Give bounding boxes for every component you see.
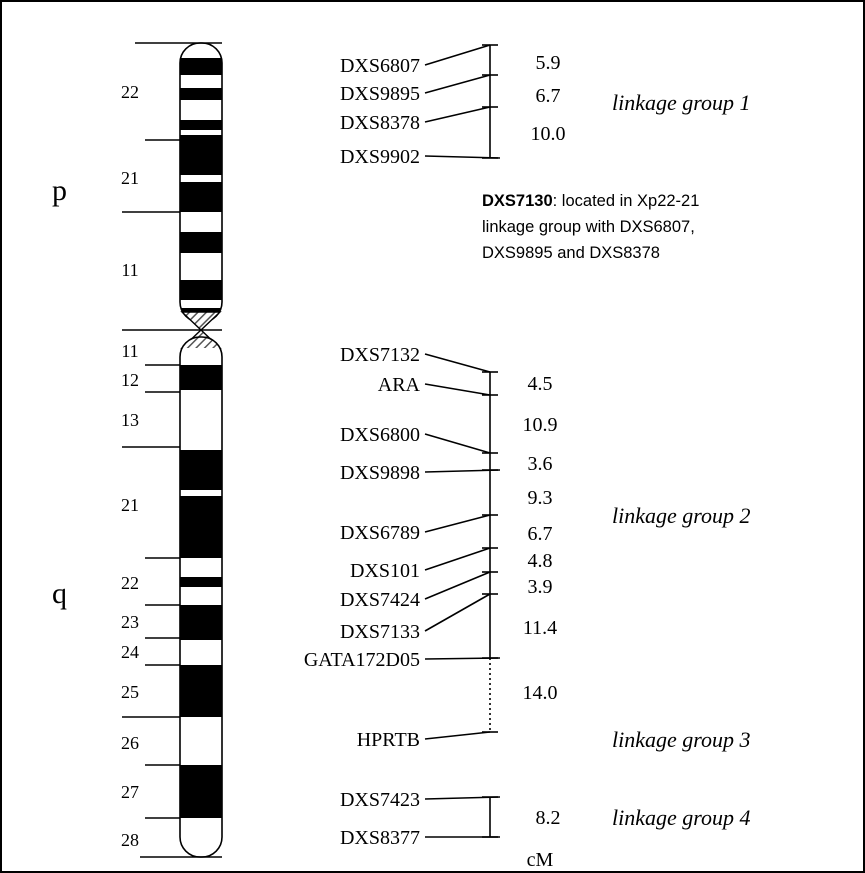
linkage-group-label: linkage group 4 [612,805,751,830]
band-label: 22 [121,573,139,593]
marker-label: DXS9895 [340,83,420,105]
dark-band [180,765,222,818]
band-label: 21 [121,168,139,188]
dark-band [180,450,222,490]
dark-band [180,120,222,130]
distance-label: 6.7 [528,523,553,545]
band-label: 21 [121,495,139,515]
dark-band [180,577,222,587]
marker-label: DXS7133 [340,621,420,643]
marker-label: DXS9898 [340,462,420,484]
distance-label: 10.0 [531,123,566,145]
note-marker: DXS7130 [482,192,553,210]
band-label: 23 [121,612,139,632]
arm-label: q [52,577,67,610]
band-label: 24 [121,642,139,662]
distance-label: 14.0 [523,682,558,704]
dark-band [180,232,222,253]
band-label: 11 [121,260,138,280]
band-label: 11 [121,341,138,361]
distance-label: 3.9 [528,576,553,598]
dark-band [180,182,222,212]
dark-band [180,496,222,558]
dark-band [180,605,222,640]
marker-label: DXS8378 [340,112,420,134]
marker-label: DXS6807 [340,55,420,77]
distance-label: 4.8 [528,550,553,572]
linkage-group-label: linkage group 2 [612,503,751,528]
marker-label: DXS6800 [340,424,420,446]
marker-label: DXS101 [350,560,420,582]
band-label: 26 [121,733,139,753]
p-bands [180,58,222,322]
distance-label: 6.7 [536,85,561,107]
marker-label: DXS6789 [340,522,420,544]
diagram: p q 22 21 11 11 12 13 21 22 23 24 25 26 27 28 DXS6807 DXS… [0,0,865,873]
chromosome [180,43,222,857]
dark-band [180,665,222,717]
linkage-group-label: linkage group 1 [612,90,751,115]
marker-label: DXS8377 [340,827,420,849]
marker-label: DXS7423 [340,789,420,811]
dark-band [180,88,222,100]
distance-label: 9.3 [528,487,553,509]
note-text: : located in Xp22-21 [553,192,700,210]
distance-label: 3.6 [528,453,553,475]
band-label: 25 [121,682,139,702]
unit-label: cM [527,849,554,871]
band-label: 12 [121,370,139,390]
marker-label: DXS9902 [340,146,420,168]
dark-band [180,58,222,75]
distance-label: 11.4 [523,617,557,639]
arm-label: p [52,174,67,207]
distance-label: 8.2 [536,807,561,829]
marker-label: HPRTB [357,729,420,751]
marker-label: DXS7424 [340,589,420,611]
note-line-2: linkage group with DXS6807, [482,218,695,236]
note-line-3: DXS9895 and DXS8378 [482,244,660,262]
dark-band [180,365,222,390]
band-label: 27 [121,782,139,802]
band-label: 13 [121,410,139,430]
dark-band [180,280,222,300]
note-line-1: DXS7130: located in Xp22-21 [482,192,699,210]
linkage-group-label: linkage group 3 [612,727,751,752]
marker-label: ARA [378,374,421,396]
distance-label: 5.9 [536,52,561,74]
band-label: 28 [121,830,139,850]
marker-label: DXS7132 [340,344,420,366]
band-label: 22 [121,82,139,102]
dark-band [180,135,222,175]
marker-label: GATA172D05 [304,649,420,671]
distance-label: 4.5 [528,373,553,395]
distance-label: 10.9 [523,414,558,436]
